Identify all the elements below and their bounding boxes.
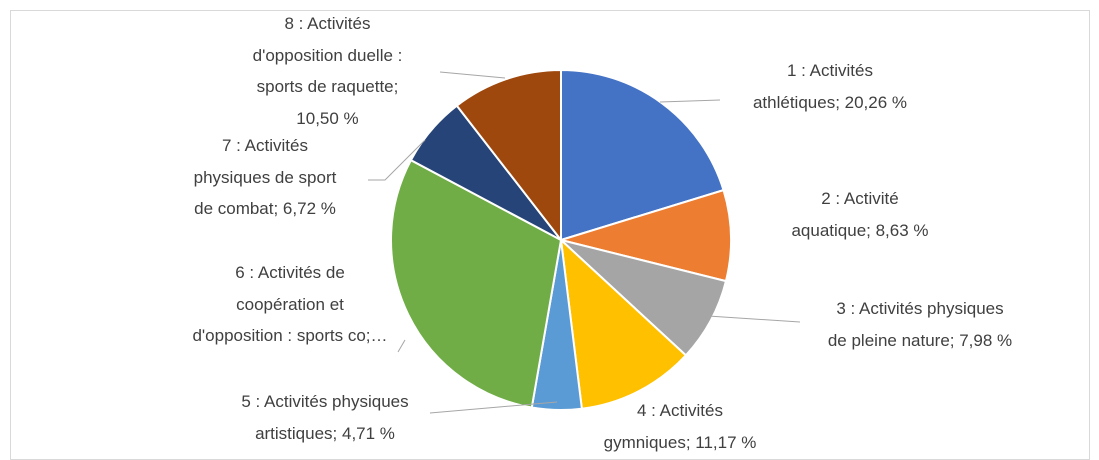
- data-label: 6 : Activités de coopération et d'opposi…: [192, 263, 388, 346]
- data-label: 3 : Activités physiques de pleine nature…: [827, 299, 1013, 350]
- leader-line: [659, 99, 721, 103]
- data-label: 4 : Activités gymniques; 11,17 %: [603, 401, 757, 452]
- pie-slice: [557, 188, 732, 283]
- pie-slice: [390, 158, 563, 409]
- data-label: 2 : Activité aquatique; 8,63 %: [791, 189, 929, 240]
- leader-line: [439, 71, 506, 79]
- leader-line: [429, 401, 558, 414]
- data-label: 5 : Activités physiques artistiques; 4,7…: [241, 392, 409, 443]
- pie-slice: [559, 237, 688, 410]
- leader-line: [397, 339, 406, 353]
- leader-lines: [368, 71, 801, 414]
- data-label: 1 : Activités athlétiques; 20,26 %: [752, 61, 908, 112]
- pie-slice: [455, 68, 562, 243]
- data-label: 8 : Activités d'opposition duelle : spor…: [252, 14, 403, 129]
- pie-slice: [560, 68, 725, 242]
- leader-line: [368, 139, 426, 181]
- leader-line: [707, 315, 801, 323]
- data-label: 7 : Activités physiques de sport de comb…: [193, 136, 337, 219]
